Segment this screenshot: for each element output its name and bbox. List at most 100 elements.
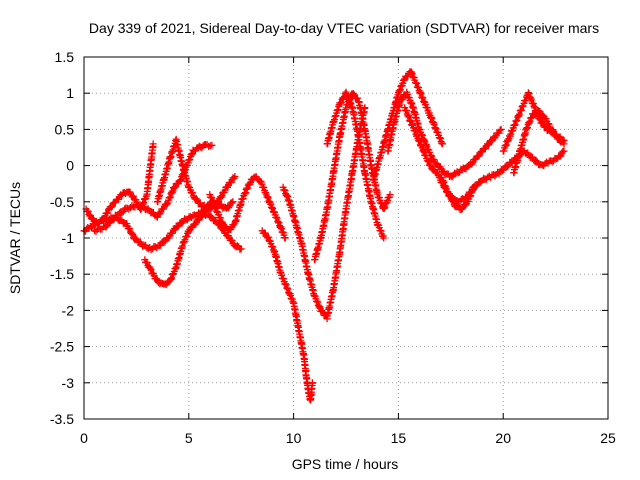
data-point bbox=[118, 209, 126, 217]
data-points bbox=[80, 68, 568, 404]
data-point bbox=[284, 285, 292, 293]
data-point bbox=[516, 110, 523, 118]
data-point bbox=[275, 219, 283, 226]
data-point bbox=[507, 130, 515, 138]
data-point bbox=[163, 200, 171, 208]
data-point bbox=[143, 259, 151, 267]
data-point bbox=[438, 140, 446, 148]
data-point bbox=[175, 177, 183, 185]
data-point bbox=[160, 238, 168, 246]
data-point bbox=[208, 141, 216, 149]
y-tick-label: -0.5 bbox=[50, 194, 74, 210]
data-point bbox=[419, 147, 427, 155]
series-arc-3 bbox=[91, 141, 214, 235]
data-point bbox=[532, 157, 540, 164]
data-point bbox=[441, 183, 449, 191]
data-point bbox=[149, 140, 157, 148]
data-point bbox=[228, 199, 236, 207]
data-point bbox=[535, 107, 543, 115]
data-point bbox=[129, 192, 137, 200]
data-point bbox=[502, 141, 510, 149]
data-point bbox=[269, 205, 277, 213]
data-point bbox=[222, 222, 229, 230]
data-point bbox=[430, 121, 438, 129]
data-point bbox=[273, 214, 281, 222]
y-tick-label: 1 bbox=[66, 85, 74, 101]
data-point bbox=[146, 265, 154, 272]
data-point bbox=[526, 117, 534, 125]
data-point bbox=[126, 225, 134, 233]
data-point bbox=[264, 194, 272, 202]
data-point bbox=[237, 245, 245, 253]
x-tick-label: 10 bbox=[286, 430, 302, 446]
data-point bbox=[186, 156, 194, 163]
data-point bbox=[107, 203, 115, 211]
series-arc-16 bbox=[510, 107, 567, 177]
data-point bbox=[284, 193, 291, 201]
data-point bbox=[192, 195, 200, 202]
data-point bbox=[212, 204, 220, 212]
data-point bbox=[132, 234, 139, 242]
data-point bbox=[373, 190, 381, 198]
data-point bbox=[549, 126, 556, 134]
data-point bbox=[198, 212, 206, 220]
data-point bbox=[462, 201, 469, 209]
data-point bbox=[341, 90, 349, 97]
data-point bbox=[177, 176, 185, 184]
data-point bbox=[210, 198, 217, 206]
y-tick-label: 1.5 bbox=[55, 49, 75, 65]
data-point bbox=[497, 125, 505, 133]
data-point bbox=[215, 198, 223, 206]
data-point bbox=[511, 121, 519, 129]
y-tick-label: -1 bbox=[62, 230, 75, 246]
chart-title: Day 339 of 2021, Sidereal Day-to-day VTE… bbox=[89, 20, 599, 36]
data-point bbox=[85, 211, 93, 218]
data-point bbox=[170, 184, 178, 192]
data-point bbox=[231, 173, 239, 180]
data-point bbox=[281, 234, 289, 242]
data-point bbox=[413, 79, 421, 87]
y-tick-label: -2.5 bbox=[50, 339, 74, 355]
data-point bbox=[173, 223, 181, 231]
data-point bbox=[108, 202, 116, 210]
data-point bbox=[260, 184, 268, 192]
data-point bbox=[269, 243, 277, 251]
data-point bbox=[433, 160, 441, 168]
data-point bbox=[318, 307, 326, 315]
data-point bbox=[88, 223, 95, 231]
data-point bbox=[309, 379, 316, 387]
x-tick-label: 15 bbox=[391, 430, 407, 446]
data-point bbox=[475, 152, 483, 160]
x-tick-label: 25 bbox=[600, 430, 616, 446]
data-point bbox=[208, 194, 216, 202]
data-point bbox=[128, 229, 136, 237]
data-point bbox=[560, 147, 568, 155]
y-tick-label: -3.5 bbox=[50, 411, 74, 427]
data-point bbox=[380, 234, 388, 242]
data-point bbox=[191, 221, 199, 228]
y-tick-labels: -3.5 -3 -2.5 -2 -1.5 -1 -0.5 0 0.5 1 1.5 bbox=[50, 49, 74, 427]
series-arc-9 bbox=[311, 90, 393, 264]
data-point bbox=[86, 212, 94, 219]
data-point bbox=[153, 275, 161, 283]
x-tick-label: 5 bbox=[185, 430, 193, 446]
data-point bbox=[166, 194, 174, 202]
data-point bbox=[337, 99, 344, 107]
x-tick-labels: 0 5 10 15 20 25 bbox=[80, 430, 616, 446]
data-point bbox=[545, 120, 553, 128]
data-point bbox=[496, 126, 504, 134]
data-point bbox=[229, 198, 237, 206]
data-point bbox=[408, 70, 416, 78]
series-arc-8 bbox=[279, 105, 368, 323]
y-tick-label: -3 bbox=[62, 375, 75, 391]
data-point bbox=[488, 137, 496, 145]
data-point bbox=[538, 119, 546, 126]
data-point bbox=[217, 193, 225, 201]
data-point bbox=[439, 179, 447, 187]
data-point bbox=[138, 203, 146, 210]
data-point bbox=[244, 184, 251, 192]
series-arc-12 bbox=[384, 88, 504, 181]
data-point bbox=[216, 214, 224, 222]
data-point bbox=[417, 90, 425, 98]
